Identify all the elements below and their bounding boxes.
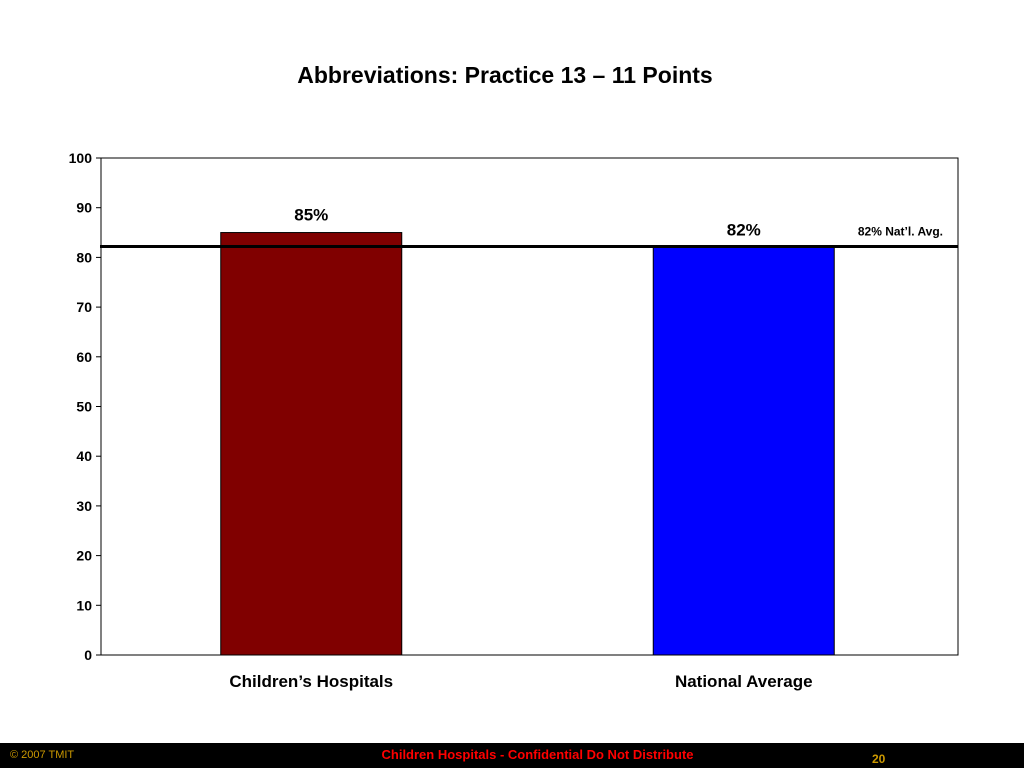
- x-tick-label: Children’s Hospitals: [229, 672, 393, 691]
- y-tick-label: 30: [76, 498, 92, 514]
- y-tick-label: 40: [76, 448, 92, 464]
- y-tick-label: 20: [76, 548, 92, 564]
- y-tick-label: 80: [76, 249, 92, 265]
- bar-chart: 0 10 20 30 40 50 60 70 80 90 100 85% Children’s Hosp…: [69, 150, 959, 691]
- y-tick-label: 70: [76, 299, 92, 315]
- data-label: 82%: [727, 220, 761, 239]
- bar: [220, 232, 403, 656]
- bar: [652, 246, 835, 656]
- x-tick-label: National Average: [675, 672, 813, 691]
- y-tick-label: 90: [76, 200, 92, 216]
- reference-line-label: 82% Nat’l. Avg.: [858, 224, 943, 238]
- page-title: Abbreviations: Practice 13 – 11 Points: [297, 62, 713, 88]
- y-tick-label: 10: [76, 597, 92, 613]
- page-number: 20: [872, 752, 886, 766]
- footer-bar: © 2007 TMIT Children Hospitals - Confide…: [0, 743, 1024, 768]
- footer-copyright: © 2007 TMIT: [10, 749, 75, 761]
- data-label: 85%: [294, 206, 328, 225]
- y-tick-label: 100: [69, 150, 93, 166]
- y-tick-label: 60: [76, 349, 92, 365]
- footer-confidential-notice: Children Hospitals - Confidential Do Not…: [381, 747, 694, 762]
- y-tick-label: 50: [76, 399, 92, 415]
- y-tick-label: 0: [84, 647, 92, 663]
